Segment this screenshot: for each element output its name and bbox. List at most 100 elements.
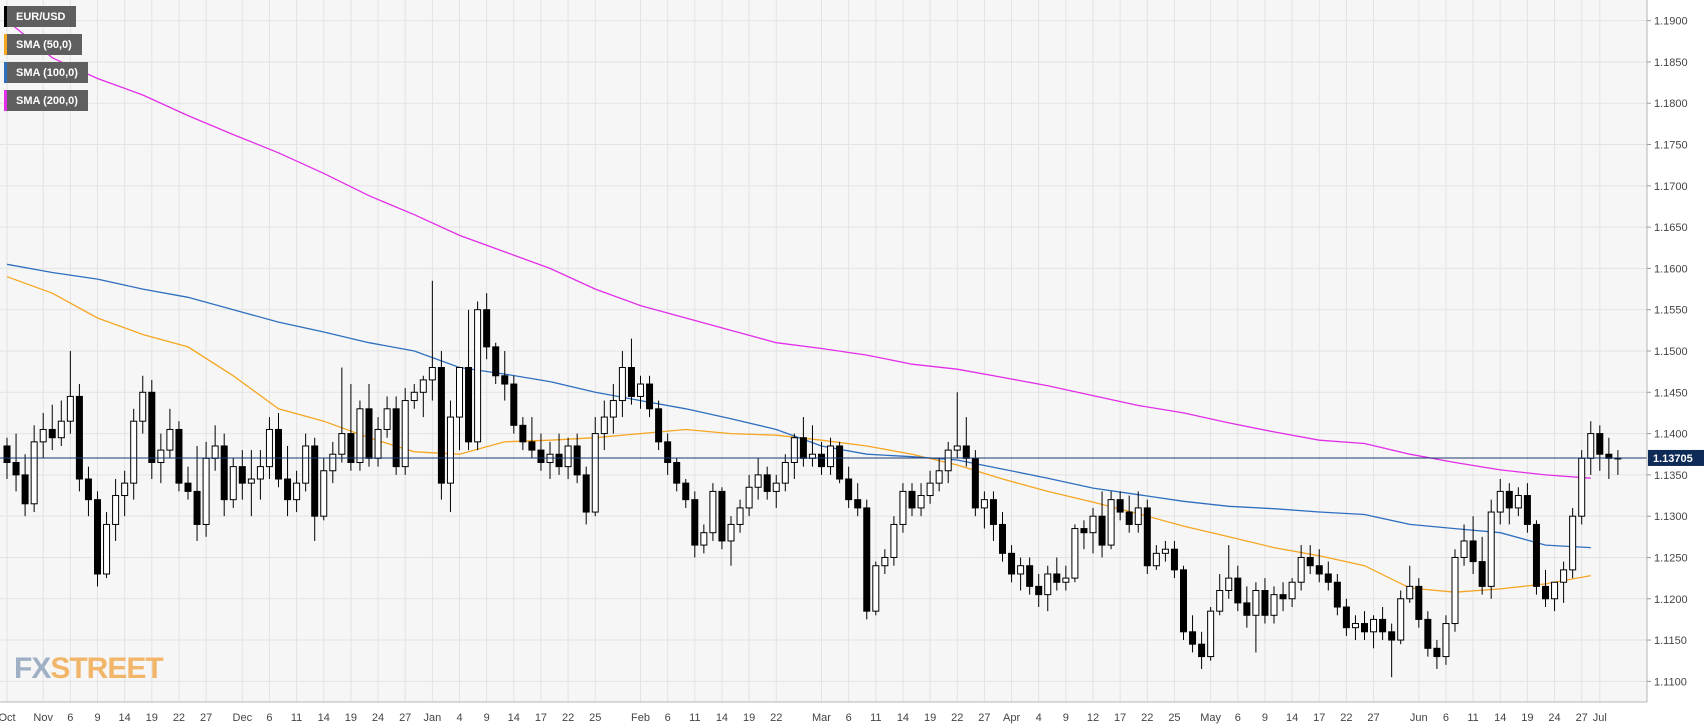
candle-bullish [30,425,38,513]
candle-bearish [148,379,156,480]
x-axis-ticks: Oct Nov 6 9 14 19 22 27 Dec 6 11 14 19 24 27 Jan 4 9 14 17 2… [0,712,1607,724]
candle-body [935,470,943,484]
candle-body [854,499,862,509]
candle-bullish [1406,565,1414,603]
candle-body [139,391,147,422]
candle-body [872,565,880,612]
candle-bearish [691,491,699,558]
legend-label: SMA (200,0) [16,94,78,107]
y-tick-label: 1.1500 [1654,346,1688,358]
candle-body [1587,433,1595,459]
candle-body [754,474,762,488]
y-tick-label: 1.1250 [1654,552,1688,564]
candle-bearish [537,433,545,471]
grid-lines [0,0,1647,702]
x-tick-label: 22 [1141,712,1153,724]
candle-bearish [971,450,979,517]
candle-body [329,453,337,472]
candle-bearish [510,375,518,434]
candle-bearish [763,466,771,500]
candle-body [1351,623,1359,629]
candle-bullish [139,375,147,434]
candle-body [827,445,835,468]
candle-body [1279,594,1287,600]
candle-bullish [1152,545,1160,570]
candle-body [474,309,482,443]
legend-item-sma50[interactable]: SMA (50,0) [4,34,82,55]
candle-body [284,478,292,501]
candle-bullish [1397,590,1405,645]
candle-body [311,445,319,517]
candle-bearish [555,433,563,475]
candle-bullish [1071,524,1079,583]
candle-bullish [1351,615,1359,641]
x-tick-label: 24 [372,712,384,724]
x-tick-label: Dec [233,712,253,724]
candle-bullish [1107,491,1115,550]
candle-body [84,478,92,501]
logo-suffix: STREET [50,652,163,685]
candle-bearish [1542,569,1549,608]
candle-body [1161,548,1169,554]
candle-body [1053,573,1061,583]
y-tick-label: 1.1600 [1654,263,1688,275]
candle-body [265,428,273,468]
candle-body [510,383,518,426]
candle-bearish [989,491,997,541]
candle-body [908,490,916,509]
candle-body [1062,577,1070,583]
candle-body [1261,590,1269,616]
candle-body [428,367,436,381]
candle-body [600,416,608,435]
candle-bearish [655,400,663,451]
candle-body [573,445,581,476]
y-tick-label: 1.1750 [1654,140,1688,152]
candle-body [1207,610,1215,658]
legend: EUR/USD SMA (50,0) SMA (100,0) SMA (200,… [4,6,88,118]
candle-body [275,428,282,480]
candle-bullish [66,351,74,434]
candle-body [1333,581,1341,608]
candle-body [21,474,29,505]
legend-item-eurusd[interactable]: EUR/USD [4,6,76,27]
candle-bullish [474,301,482,451]
sma100-line [6,263,1591,549]
x-tick-label: 11 [1467,712,1478,724]
candle-body [1469,540,1477,563]
candle-bearish [519,417,527,451]
candle-bullish [953,392,961,459]
y-tick-label: 1.1900 [1654,16,1688,28]
candle-body [1143,507,1151,567]
candle-bearish [75,384,83,492]
candle-bullish [121,470,129,517]
candle-body [483,309,491,348]
candle-body [1397,598,1405,641]
candle-body [1134,507,1142,525]
candle-body [1460,540,1468,558]
candle-bullish [917,483,925,517]
candle-bullish [293,470,301,513]
candle-bullish [827,437,835,475]
x-tick-label: Mar [812,712,831,724]
legend-item-sma200[interactable]: SMA (200,0) [4,90,88,111]
candle-body [419,379,427,393]
candle-body [229,466,237,501]
candle-bullish [166,408,174,459]
sma-lines [6,20,1591,593]
legend-item-sma100[interactable]: SMA (100,0) [4,62,88,83]
candle-body [1451,556,1459,625]
candle-bullish [57,400,65,446]
candle-bullish [772,474,780,508]
candle-bullish [727,516,735,566]
candle-bearish [1379,607,1387,641]
candle-bullish [456,367,463,451]
candle-body [763,474,771,492]
candle-bullish [618,351,626,418]
x-tick-label: 19 [924,712,936,724]
candle-body [1315,565,1323,575]
x-tick-label: 27 [200,712,212,724]
candle-body [30,441,38,505]
candle-bullish [736,499,744,533]
candle-body [130,420,138,484]
